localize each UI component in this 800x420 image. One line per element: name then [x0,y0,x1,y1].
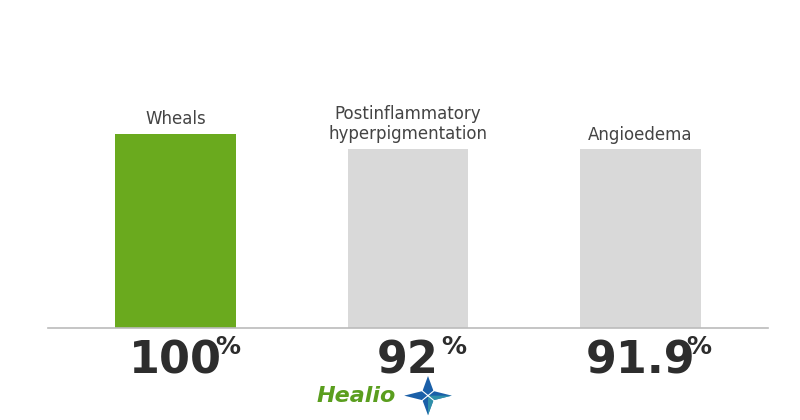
Text: 92: 92 [377,340,439,383]
Text: %: % [686,334,711,359]
Polygon shape [428,396,452,415]
Bar [348,149,468,328]
Bar [580,150,701,328]
Text: Postinflammatory
hyperpigmentation: Postinflammatory hyperpigmentation [329,105,487,144]
Text: Wheals: Wheals [146,110,206,128]
Text: Angioedema: Angioedema [588,126,693,144]
Bar [115,134,236,328]
Text: Healio: Healio [317,386,396,406]
Text: %: % [215,334,240,359]
Text: 91.9: 91.9 [586,340,695,383]
Text: Most commonly reported urticarial vasculitis symptoms:: Most commonly reported urticarial vascul… [78,23,722,42]
Text: %: % [441,334,466,359]
Polygon shape [404,376,452,415]
Text: 100: 100 [130,340,222,383]
